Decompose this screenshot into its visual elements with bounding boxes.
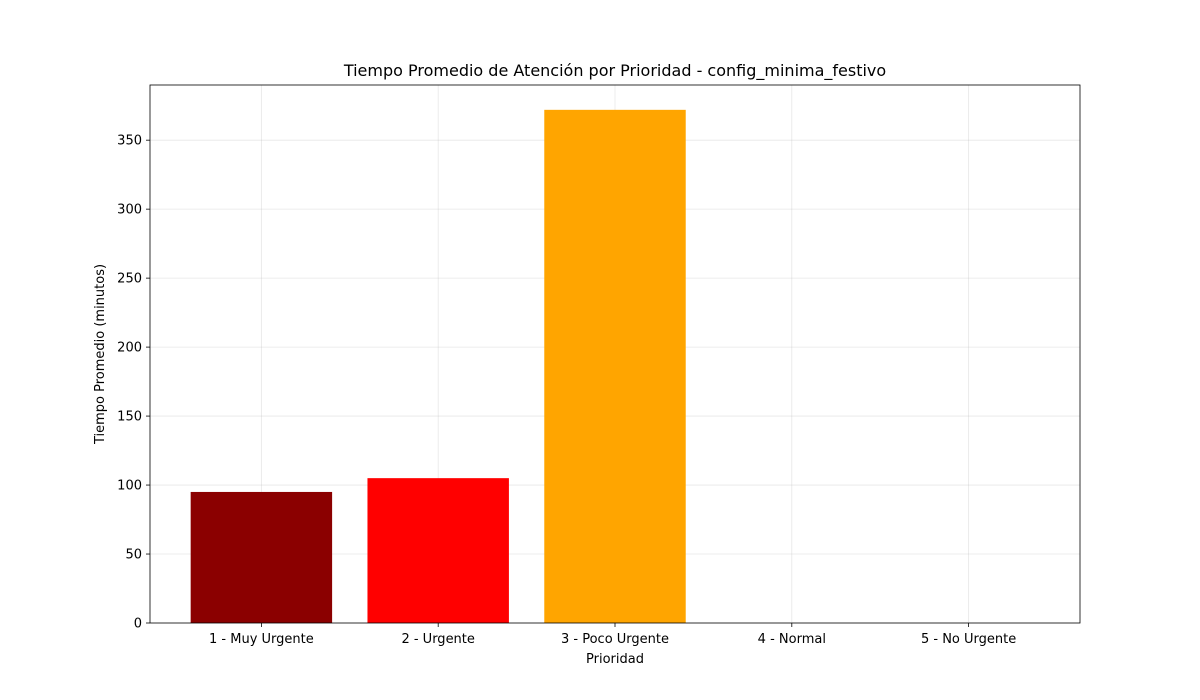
x-axis-label: Prioridad xyxy=(586,652,644,667)
y-axis-label: Tiempo Promedio (minutos) xyxy=(93,264,108,445)
bar-2 xyxy=(367,478,509,623)
axis-ticks: 0 50 100 150 200 250 300 350 1 - Muy Urgente 2 - … xyxy=(117,134,1016,647)
bars xyxy=(190,109,686,624)
y-tick-label-1: 50 xyxy=(125,548,142,563)
bar-1 xyxy=(190,491,333,623)
plot-area-frame xyxy=(149,84,1081,624)
y-tick-label-3: 150 xyxy=(117,410,142,425)
y-tick-label-6: 300 xyxy=(117,203,142,218)
y-tick-label-7: 350 xyxy=(117,134,142,149)
x-tick-label-4: 5 - No Urgente xyxy=(921,632,1016,647)
x-tick-label-1: 2 - Urgente xyxy=(401,632,474,647)
x-tick-label-2: 3 - Poco Urgente xyxy=(561,632,669,647)
y-tick-label-5: 250 xyxy=(117,272,142,287)
chart-title: Tiempo Promedio de Atención por Priorida… xyxy=(343,61,886,81)
y-tick-label-0: 0 xyxy=(134,617,142,632)
y-tick-label-2: 100 xyxy=(117,479,142,494)
x-tick-label-0: 1 - Muy Urgente xyxy=(209,632,314,647)
bar-3 xyxy=(544,109,686,624)
x-tick-label-3: 4 - Normal xyxy=(758,632,826,647)
y-tick-label-4: 200 xyxy=(117,341,142,356)
